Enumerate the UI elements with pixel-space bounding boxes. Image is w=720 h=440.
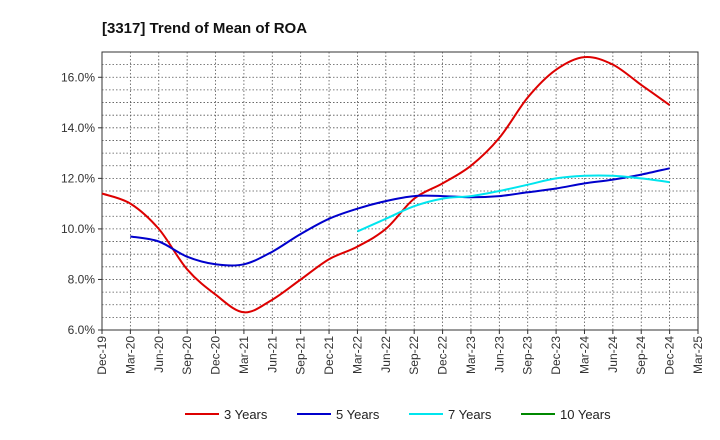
x-tick-label: Jun-21 <box>265 336 279 373</box>
x-tick-label: Dec-23 <box>549 336 563 375</box>
legend-label-7-years: 7 Years <box>448 407 492 422</box>
x-tick-label: Dec-24 <box>663 336 677 375</box>
x-tick-label: Jun-22 <box>379 336 393 373</box>
x-tick-label: Sep-23 <box>521 336 535 375</box>
x-tick-label: Dec-21 <box>322 336 336 375</box>
x-tick-label: Mar-24 <box>577 336 591 374</box>
y-tick-label: 10.0% <box>61 222 95 236</box>
series-lines <box>101 55 671 314</box>
x-tick-label: Sep-20 <box>180 336 194 375</box>
x-tick-label: Dec-20 <box>209 336 223 375</box>
x-tick-label: Dec-19 <box>95 336 109 375</box>
y-tick-label: 8.0% <box>68 272 96 286</box>
chart-title: [3317] Trend of Mean of ROA <box>102 20 307 37</box>
y-tick-label: 6.0% <box>68 323 96 337</box>
x-axis: Dec-19 Mar-20 Jun-20 Sep-20 Dec-20 Mar-21 Jun-… <box>95 330 705 375</box>
y-tick-label: 12.0% <box>61 171 95 185</box>
legend-label-5-years: 5 Years <box>336 407 380 422</box>
series-line-7-years <box>356 174 670 233</box>
series-line-3-years <box>101 55 671 314</box>
y-tick-label: 14.0% <box>61 121 95 135</box>
series-line-5-years <box>130 167 670 267</box>
legend-label-3-years: 3 Years <box>224 407 268 422</box>
x-tick-label: Jun-23 <box>492 336 506 373</box>
legend-label-10-years: 10 Years <box>560 407 611 422</box>
x-tick-label: Mar-25 <box>691 336 705 374</box>
x-tick-label: Sep-21 <box>294 336 308 375</box>
x-tick-label: Mar-20 <box>123 336 137 374</box>
x-tick-label: Mar-21 <box>237 336 251 374</box>
x-tick-label: Dec-22 <box>436 336 450 375</box>
y-tick-label: 16.0% <box>61 70 95 84</box>
x-tick-label: Mar-23 <box>464 336 478 374</box>
x-tick-label: Sep-22 <box>407 336 421 375</box>
x-tick-label: Jun-24 <box>606 336 620 373</box>
x-tick-label: Jun-20 <box>152 336 166 373</box>
x-tick-label: Mar-22 <box>350 336 364 374</box>
legend: 3 Years 5 Years 7 Years 10 Years <box>185 407 611 422</box>
y-axis: 6.0% 8.0% 10.0% 12.0% 14.0% 16.0% <box>61 70 102 337</box>
x-tick-label: Sep-24 <box>634 336 648 375</box>
